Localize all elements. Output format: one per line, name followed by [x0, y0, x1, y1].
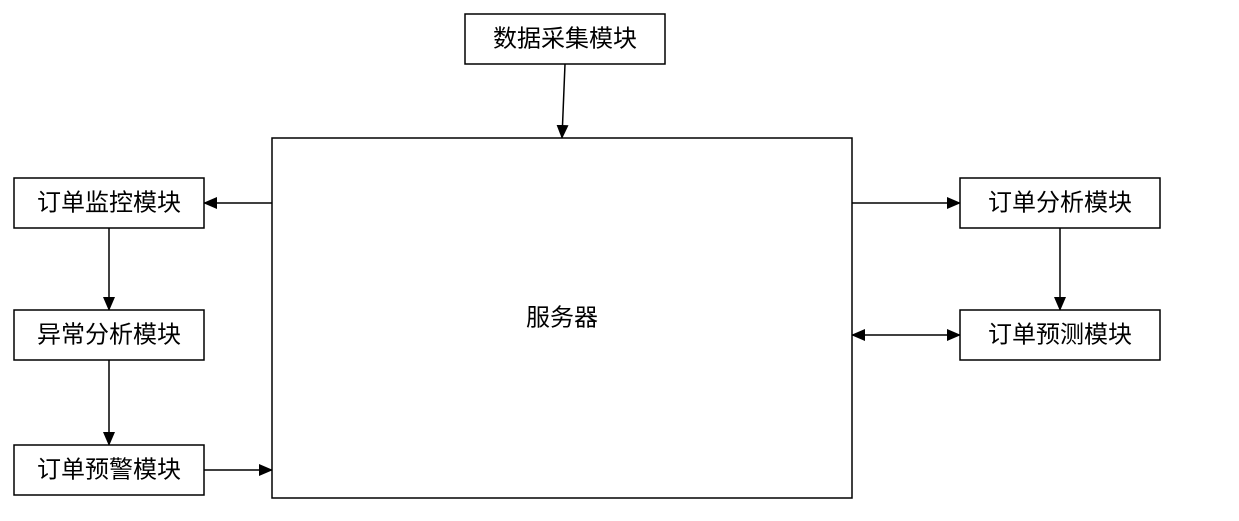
flowchart-canvas: 数据采集模块服务器 订单监控模块异常分析模块订单预警模块 订单分析模块订单预测模块: [0, 0, 1239, 521]
node-label-order_monitor: 订单监控模块: [37, 190, 181, 217]
node-label-server: 服务器: [526, 305, 598, 332]
node-label-data_collect: 数据采集模块: [493, 26, 637, 53]
node-data_collect: 数据采集模块: [465, 14, 665, 64]
node-label-order_alert: 订单预警模块: [37, 457, 181, 484]
edge-data_collect-server: [562, 64, 565, 138]
node-order_predict: 订单预测模块: [960, 310, 1160, 360]
node-order_monitor: 订单监控模块: [14, 178, 204, 228]
node-server: 服务器: [272, 138, 852, 498]
node-order_alert: 订单预警模块: [14, 445, 204, 495]
node-label-order_predict: 订单预测模块: [988, 322, 1132, 349]
node-label-anomaly: 异常分析模块: [37, 322, 181, 349]
node-anomaly: 异常分析模块: [14, 310, 204, 360]
node-order_analyze: 订单分析模块: [960, 178, 1160, 228]
node-label-order_analyze: 订单分析模块: [988, 190, 1132, 217]
